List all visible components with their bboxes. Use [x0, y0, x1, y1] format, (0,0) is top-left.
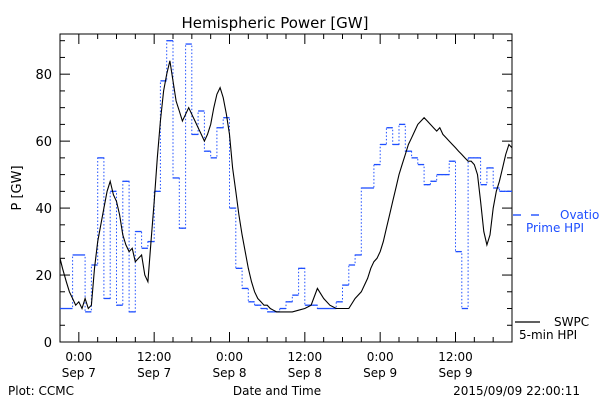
x-tick-label-time: 0:00: [367, 350, 394, 364]
axes-group: 0 20 40 60 80 0:00 Sep 7 12:00 Sep 7 0:00 Sep 8 12:…: [35, 33, 513, 380]
x-tick-label-time: 12:00: [288, 350, 323, 364]
legend-swpc-line1: SWPC: [554, 315, 589, 329]
x-tick-label-date: Sep 8: [288, 366, 322, 380]
x-tick-label-date: Sep 7: [62, 366, 96, 380]
footer-timestamp: 2015/09/09 22:00:11: [453, 384, 580, 398]
y-tick-label: 20: [35, 269, 52, 284]
legend-swpc-line2: 5-min HPI: [519, 328, 577, 342]
y-tick-label: 60: [35, 135, 52, 150]
y-axis-label: P [GW]: [10, 165, 25, 210]
y-tick-label: 80: [35, 68, 52, 83]
x-tick-label-date: Sep 9: [363, 366, 397, 380]
x-axis-label: Date and Time: [233, 384, 321, 398]
ovation-series-group: [60, 40, 512, 313]
swpc-line: [59, 60, 513, 313]
x-tick-label-time: 0:00: [216, 350, 243, 364]
ovation-step-line: [60, 40, 512, 313]
swpc-series-group: [59, 60, 513, 313]
y-tick-label: 40: [35, 202, 52, 217]
legend-ovation-line2: Prime HPI: [526, 221, 584, 235]
y-tick-label: 0: [44, 336, 52, 351]
x-tick-label-time: 12:00: [137, 350, 172, 364]
plot-frame: [59, 33, 513, 343]
x-tick-label-time: 12:00: [438, 350, 473, 364]
legend-ovation-line1: Ovation: [560, 208, 600, 222]
x-tick-label-date: Sep 9: [438, 366, 472, 380]
x-tick-label-time: 0:00: [65, 350, 92, 364]
x-tick-label-date: Sep 7: [137, 366, 171, 380]
x-tick-label-date: Sep 8: [212, 366, 246, 380]
footer-plot-credit: Plot: CCMC: [8, 384, 74, 398]
chart-title: Hemispheric Power [GW]: [182, 14, 369, 32]
